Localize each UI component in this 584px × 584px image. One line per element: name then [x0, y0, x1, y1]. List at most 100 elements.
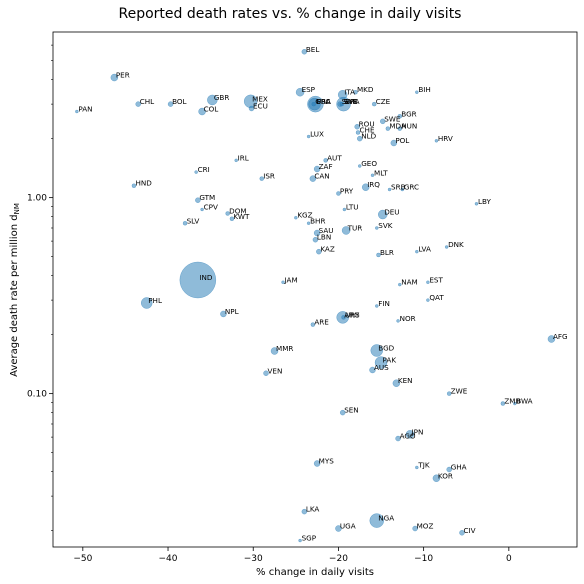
point-label-nor: NOR — [400, 314, 416, 323]
y-axis: 1.00 0.10 — [27, 44, 53, 531]
point-label-ita: ITA — [344, 88, 355, 97]
data-point-mmr — [270, 347, 279, 355]
chart-title: Reported death rates vs. % change in dai… — [119, 6, 462, 22]
point-label-col: COL — [204, 105, 219, 114]
data-point-hnd — [131, 183, 137, 188]
point-label-irl: IRL — [238, 153, 249, 162]
data-point-gbr — [207, 94, 218, 106]
point-label-bhr: BHR — [310, 216, 325, 225]
point-label-deu: DEU — [384, 208, 399, 217]
point-label-sgp: SGP — [302, 534, 317, 543]
data-point-gtm — [195, 197, 201, 203]
point-label-mlt: MLT — [374, 168, 388, 177]
point-label-ltu: LTU — [346, 202, 359, 211]
data-point-ago — [395, 435, 401, 442]
point-label-kwt: KWT — [233, 212, 250, 221]
point-label-usa: USA — [316, 97, 331, 106]
data-point-nor — [396, 319, 400, 323]
data-point-mlt — [370, 173, 375, 178]
x-tick-label: −20 — [329, 554, 348, 564]
plot-frame — [52, 31, 578, 548]
data-point-phl — [140, 297, 153, 309]
data-point-npl — [220, 310, 227, 318]
point-label-lbn: LBN — [317, 233, 331, 242]
data-point-cri — [194, 170, 198, 174]
point-label-ecu: ECU — [253, 101, 268, 110]
point-label-mys: MYS — [319, 457, 335, 466]
point-label-cze: CZE — [376, 97, 391, 106]
data-point-pol — [390, 139, 398, 147]
data-point-mkd — [353, 89, 358, 95]
point-label-hrv: HRV — [438, 134, 453, 143]
point-label-arg: ARG — [344, 310, 359, 319]
data-point-lka — [301, 508, 308, 515]
data-point-swe — [379, 118, 386, 125]
point-label-pry: PRY — [340, 186, 354, 195]
data-point-dom — [225, 211, 230, 216]
point-label-rou: ROU — [359, 120, 375, 129]
point-label-ury: URY — [345, 310, 360, 319]
x-tick-label: −10 — [414, 554, 433, 564]
data-point-zaf — [313, 165, 321, 173]
point-label-grc: GRC — [315, 97, 330, 106]
data-point-bgd — [370, 344, 384, 357]
data-point-bol — [167, 101, 174, 107]
point-label-gha: GHA — [451, 463, 467, 472]
point-label-irq: IRQ — [367, 180, 380, 189]
point-label-npl: NPL — [225, 307, 239, 316]
data-point-ven — [263, 370, 269, 377]
point-label-pak: PAK — [383, 356, 397, 365]
data-point-lbn — [312, 236, 319, 243]
point-label-bgr: BGR — [401, 109, 416, 118]
point-label-nga: NGA — [378, 514, 394, 523]
point-label-dom: DOM — [229, 206, 246, 215]
data-point-mda — [385, 126, 391, 131]
point-label-esp: ESP — [302, 85, 316, 94]
x-axis: −50 −40 −30 −20 −10 0 — [73, 547, 512, 564]
point-label-chl: CHL — [140, 97, 154, 106]
point-label-pan: PAN — [78, 105, 92, 114]
point-label-geo: GEO — [361, 159, 377, 168]
point-label-bol: BOL — [172, 97, 186, 106]
data-point-grc — [400, 187, 405, 192]
data-point-gha — [446, 466, 452, 473]
data-point-bra — [336, 96, 351, 112]
data-point-aus — [369, 366, 376, 374]
point-label-civ: CIV — [463, 526, 475, 535]
data-point-hun — [397, 126, 403, 131]
data-point-zwe — [446, 391, 452, 396]
data-point-nga — [369, 513, 385, 528]
point-label-kaz: KAZ — [320, 245, 335, 254]
data-point-ury — [341, 315, 346, 320]
data-point-zmb — [500, 401, 506, 406]
point-label-srb: SRB — [391, 183, 406, 192]
point-label-bel: BEL — [306, 45, 319, 54]
data-point-uga — [335, 525, 342, 532]
point-label-grc: GRC — [404, 183, 419, 192]
data-point-grc — [311, 101, 316, 107]
point-label-hun: HUN — [401, 122, 417, 131]
data-point-bhr — [306, 221, 311, 226]
point-label-jpn: JPN — [411, 427, 424, 436]
x-tick-label: 0 — [506, 554, 512, 564]
point-label-mkd: MKD — [357, 85, 374, 94]
point-label-nld: NLD — [361, 132, 376, 141]
data-point-rou — [354, 123, 360, 130]
point-label-mmr: MMR — [276, 344, 293, 353]
point-label-kgz: KGZ — [297, 211, 312, 220]
data-point-tjk — [415, 465, 419, 470]
point-label-dnk: DNK — [448, 240, 464, 249]
point-label-est: EST — [429, 275, 443, 284]
data-point-are — [310, 322, 316, 327]
data-point-lva — [415, 249, 419, 254]
data-point-kgz — [294, 215, 298, 220]
point-label-aus: AUS — [374, 363, 389, 372]
data-point-can — [309, 175, 317, 182]
point-label-lux: LUX — [310, 130, 324, 139]
point-label-bih: BIH — [418, 85, 430, 94]
point-label-cpv: CPV — [204, 202, 218, 211]
point-label-zaf: ZAF — [319, 162, 333, 171]
point-label-kor: KOR — [438, 471, 453, 480]
